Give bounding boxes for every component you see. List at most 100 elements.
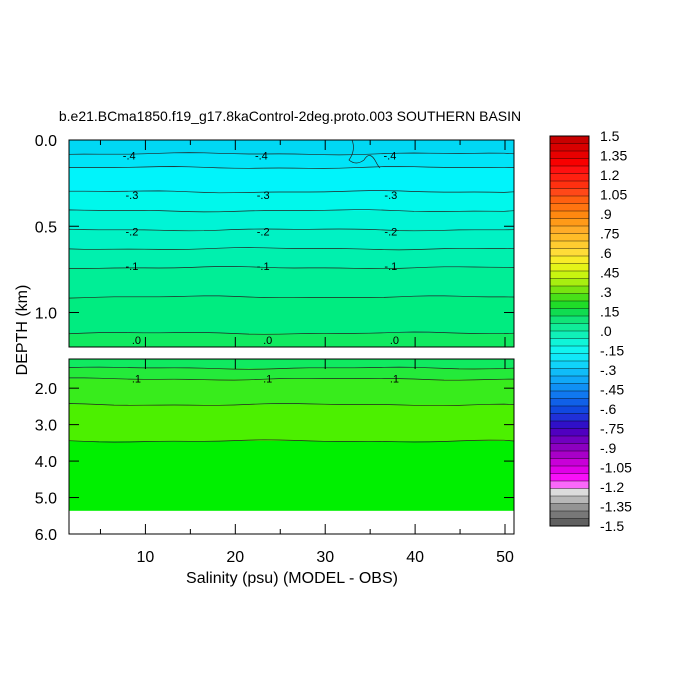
y-tick-label: 0.5 (35, 219, 57, 236)
contour-band (69, 140, 514, 155)
contour-line (68, 366, 515, 370)
colorbar-swatch (549, 180, 590, 190)
colorbar-swatch (549, 398, 590, 407)
contour-band (69, 359, 514, 369)
colorbar-swatch (549, 210, 590, 220)
contour-band (69, 379, 514, 406)
colorbar-swatch (549, 405, 590, 415)
x-tick-label: 20 (226, 549, 244, 566)
colorbar-swatch (549, 465, 590, 475)
y-tick-label: 1.0 (35, 306, 57, 323)
colorbar-swatch (549, 158, 590, 167)
contour-band (69, 267, 514, 298)
colorbar-swatch (549, 225, 590, 235)
colorbar-label: .6 (600, 245, 612, 261)
colorbar-swatch (549, 165, 590, 175)
colorbar-swatch (549, 330, 590, 340)
colorbar-label: .15 (600, 304, 620, 320)
contour-label: -.3 (126, 190, 139, 202)
y-axis-label: DEPTH (km) (14, 285, 31, 376)
colorbar-label: -1.2 (600, 479, 624, 495)
y-tick-label: 3.0 (35, 418, 57, 435)
contour-label: -.4 (384, 151, 397, 163)
contour-line (68, 190, 515, 194)
colorbar-swatch (549, 143, 590, 152)
colorbar-swatch (549, 518, 590, 527)
colorbar-swatch (549, 218, 590, 227)
colorbar-label: -1.35 (600, 499, 632, 515)
colorbar-swatch (549, 188, 590, 197)
colorbar-label: -.15 (600, 343, 624, 359)
x-axis: 10 20 30 40 50 (99, 140, 514, 566)
colorbar-label: 1.05 (600, 187, 627, 203)
contour-label: .1 (263, 373, 272, 385)
colorbar-label: -1.5 (600, 518, 624, 534)
contour-label: -.2 (384, 226, 397, 238)
colorbar-label: 1.5 (600, 128, 620, 144)
contour-band (69, 167, 514, 193)
x-tick-label: 10 (137, 549, 155, 566)
colorbar-swatch (549, 293, 590, 302)
y-tick-label: 5.0 (35, 491, 57, 508)
x-tick-label: 40 (406, 549, 424, 566)
colorbar-swatch (549, 150, 590, 160)
colorbar-swatch (549, 263, 590, 272)
contour-label: -.4 (123, 151, 136, 163)
colorbar-swatch (549, 375, 590, 385)
colorbar-swatch (549, 338, 590, 347)
contour-label: -.3 (257, 190, 270, 202)
contour-band (69, 248, 514, 269)
colorbar-swatch (549, 308, 590, 317)
colorbar-swatch (549, 383, 590, 392)
contour-label: .0 (390, 335, 399, 347)
colorbar-swatch (549, 435, 590, 445)
x-axis-label: Salinity (psu) (MODEL - OBS) (186, 570, 398, 587)
contour-line (68, 377, 515, 381)
colorbar-frame (549, 135, 590, 527)
colorbar-label: -.45 (600, 382, 624, 398)
colorbar-swatch (549, 278, 590, 287)
colorbar-label: 1.35 (600, 148, 627, 164)
contour-band (69, 229, 514, 250)
contour-label: .0 (132, 335, 141, 347)
colorbar-swatch (549, 135, 590, 145)
colorbar-label: .75 (600, 226, 620, 242)
colorbar-swatch (549, 390, 590, 400)
colorbar-swatch (549, 503, 590, 512)
colorbar-swatch (549, 443, 590, 452)
lower-depth-panel: .1 .1 .1 (68, 358, 515, 535)
colorbar-swatch (549, 353, 590, 362)
colorbar-swatch (549, 233, 590, 242)
colorbar-label: .45 (600, 265, 620, 281)
contour-label: -.1 (126, 261, 139, 273)
colorbar-swatch (549, 240, 590, 250)
y-axis: 0.0 0.5 1.0 2.0 3.0 4.0 5.0 6.0 (35, 133, 514, 544)
colorbar-swatch (549, 300, 590, 310)
upper-depth-panel: -.4 -.4 -.4 -.3 -.3 -.3 -.2 -.2 -.2 -.1 -.1 -.1 .0 .0… (68, 139, 515, 348)
contour-label: .0 (263, 335, 272, 347)
contour-band (69, 404, 514, 442)
x-tick-label: 30 (316, 549, 334, 566)
contour-line (68, 166, 515, 169)
contour-line (68, 228, 515, 232)
y-tick-label: 4.0 (35, 454, 57, 471)
contour-line (68, 439, 515, 443)
colorbar-label: -.6 (600, 401, 617, 417)
colorbar-swatch (549, 195, 590, 205)
colorbar-swatch (549, 315, 590, 325)
y-tick-label: 0.0 (35, 133, 57, 150)
contour-line (68, 152, 515, 156)
colorbar-swatch (549, 270, 590, 280)
contour-label: -.3 (384, 190, 397, 202)
colorbar-swatch (549, 428, 590, 437)
contour-line (348, 139, 381, 169)
contour-label: -.2 (126, 226, 139, 238)
contour-label: -.2 (257, 226, 270, 238)
colorbar-swatch (549, 255, 590, 265)
contour-label: -.1 (384, 261, 397, 273)
colorbar-swatch (549, 420, 590, 430)
contour-line (68, 331, 515, 335)
colorbar-swatch (549, 248, 590, 257)
contour-label: -.1 (257, 261, 270, 273)
contour-band (69, 441, 514, 511)
